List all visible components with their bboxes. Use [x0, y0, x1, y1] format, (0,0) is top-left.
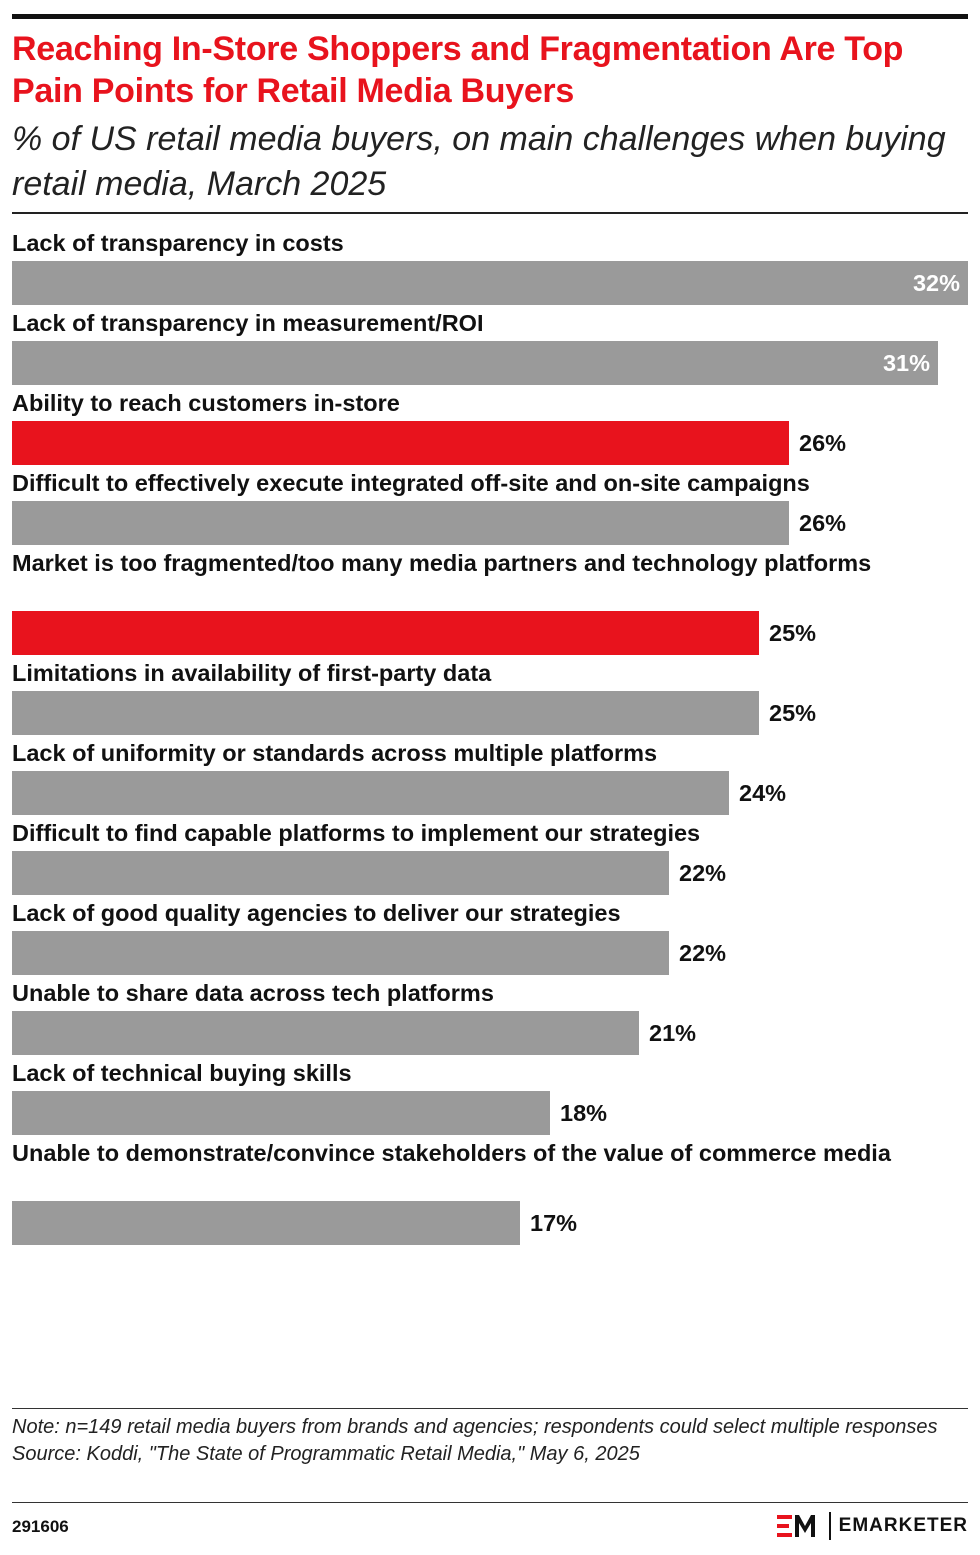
value-label: 26% [799, 430, 847, 456]
category-label: Ability to reach customers in-store [12, 390, 400, 416]
value-label: 25% [769, 700, 817, 726]
value-label: 32% [912, 270, 960, 296]
chart-id: 291606 [12, 1517, 69, 1536]
category-label: Limitations in availability of first-par… [12, 660, 492, 686]
bar [12, 931, 669, 975]
category-label: Difficult to effectively execute integra… [12, 470, 810, 496]
top-rule [12, 14, 968, 19]
brand-name: EMARKETER [838, 1515, 968, 1536]
brand-logo: EMARKETER [776, 1510, 968, 1542]
logo-divider [828, 1512, 831, 1540]
bar-chart: Lack of transparency in costs 32% Lack of … [0, 220, 980, 1400]
bar [12, 501, 789, 545]
category-label: Lack of good quality agencies to deliver… [12, 900, 621, 926]
value-label: 17% [530, 1210, 578, 1236]
bar [12, 771, 729, 815]
chart-subtitle: % of US retail media buyers, on main cha… [12, 120, 946, 203]
category-label: Difficult to find capable platforms to i… [12, 820, 701, 846]
footer-divider [12, 1408, 968, 1409]
category-label: Lack of transparency in measurement/ROI [12, 310, 484, 336]
bar [12, 421, 789, 465]
header-divider [12, 212, 968, 214]
category-label: Unable to share data across tech platfor… [12, 980, 494, 1006]
value-label: 25% [769, 620, 817, 646]
bar [12, 691, 759, 735]
value-label: 18% [560, 1100, 608, 1126]
em-logo-icon [776, 1515, 815, 1537]
source-text: Source: Koddi, "The State of Programmati… [12, 1443, 640, 1465]
value-label: 22% [679, 860, 727, 886]
value-label: 26% [799, 510, 847, 536]
bar [12, 1201, 520, 1245]
note-text: Note: n=149 retail media buyers from bra… [12, 1416, 938, 1438]
category-label: Lack of transparency in costs [12, 230, 344, 256]
chart-title: Reaching In-Store Shoppers and Fragmenta… [12, 30, 904, 110]
value-label: 24% [739, 780, 787, 806]
bar [12, 611, 759, 655]
bar [12, 1011, 639, 1055]
category-label: Market is too fragmented/too many media … [12, 550, 872, 576]
bar [12, 341, 938, 385]
value-label: 31% [882, 350, 930, 376]
value-label: 22% [679, 940, 727, 966]
category-label: Unable to demonstrate/convince stakehold… [12, 1140, 891, 1166]
chart-note: Note: n=149 retail media buyers from bra… [12, 1414, 968, 1468]
category-label: Lack of technical buying skills [12, 1060, 352, 1086]
category-label: Lack of uniformity or standards across m… [12, 740, 658, 766]
bar [12, 261, 968, 305]
value-label: 21% [649, 1020, 697, 1046]
bar [12, 851, 669, 895]
bottom-divider [12, 1502, 968, 1503]
bar [12, 1091, 550, 1135]
